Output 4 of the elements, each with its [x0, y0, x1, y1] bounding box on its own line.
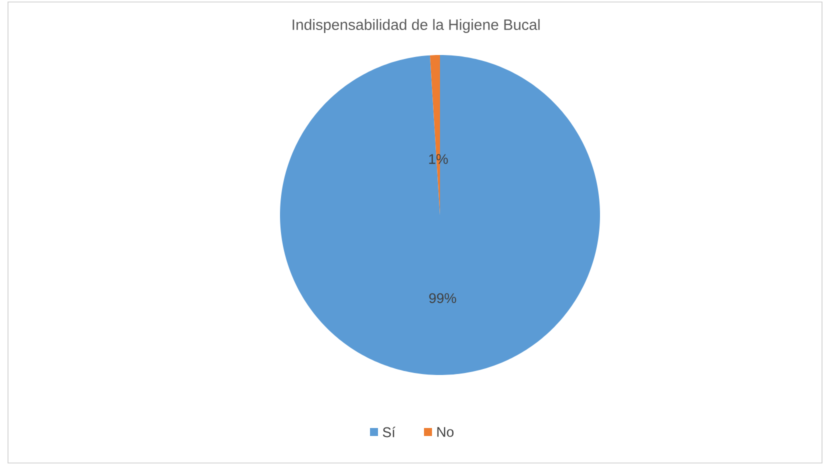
- chart-title: Indispensabilidad de la Higiene Bucal: [292, 19, 540, 33]
- legend-label: Sí: [382, 426, 396, 438]
- data-label: 99%: [429, 293, 456, 304]
- legend-label: No: [437, 427, 454, 437]
